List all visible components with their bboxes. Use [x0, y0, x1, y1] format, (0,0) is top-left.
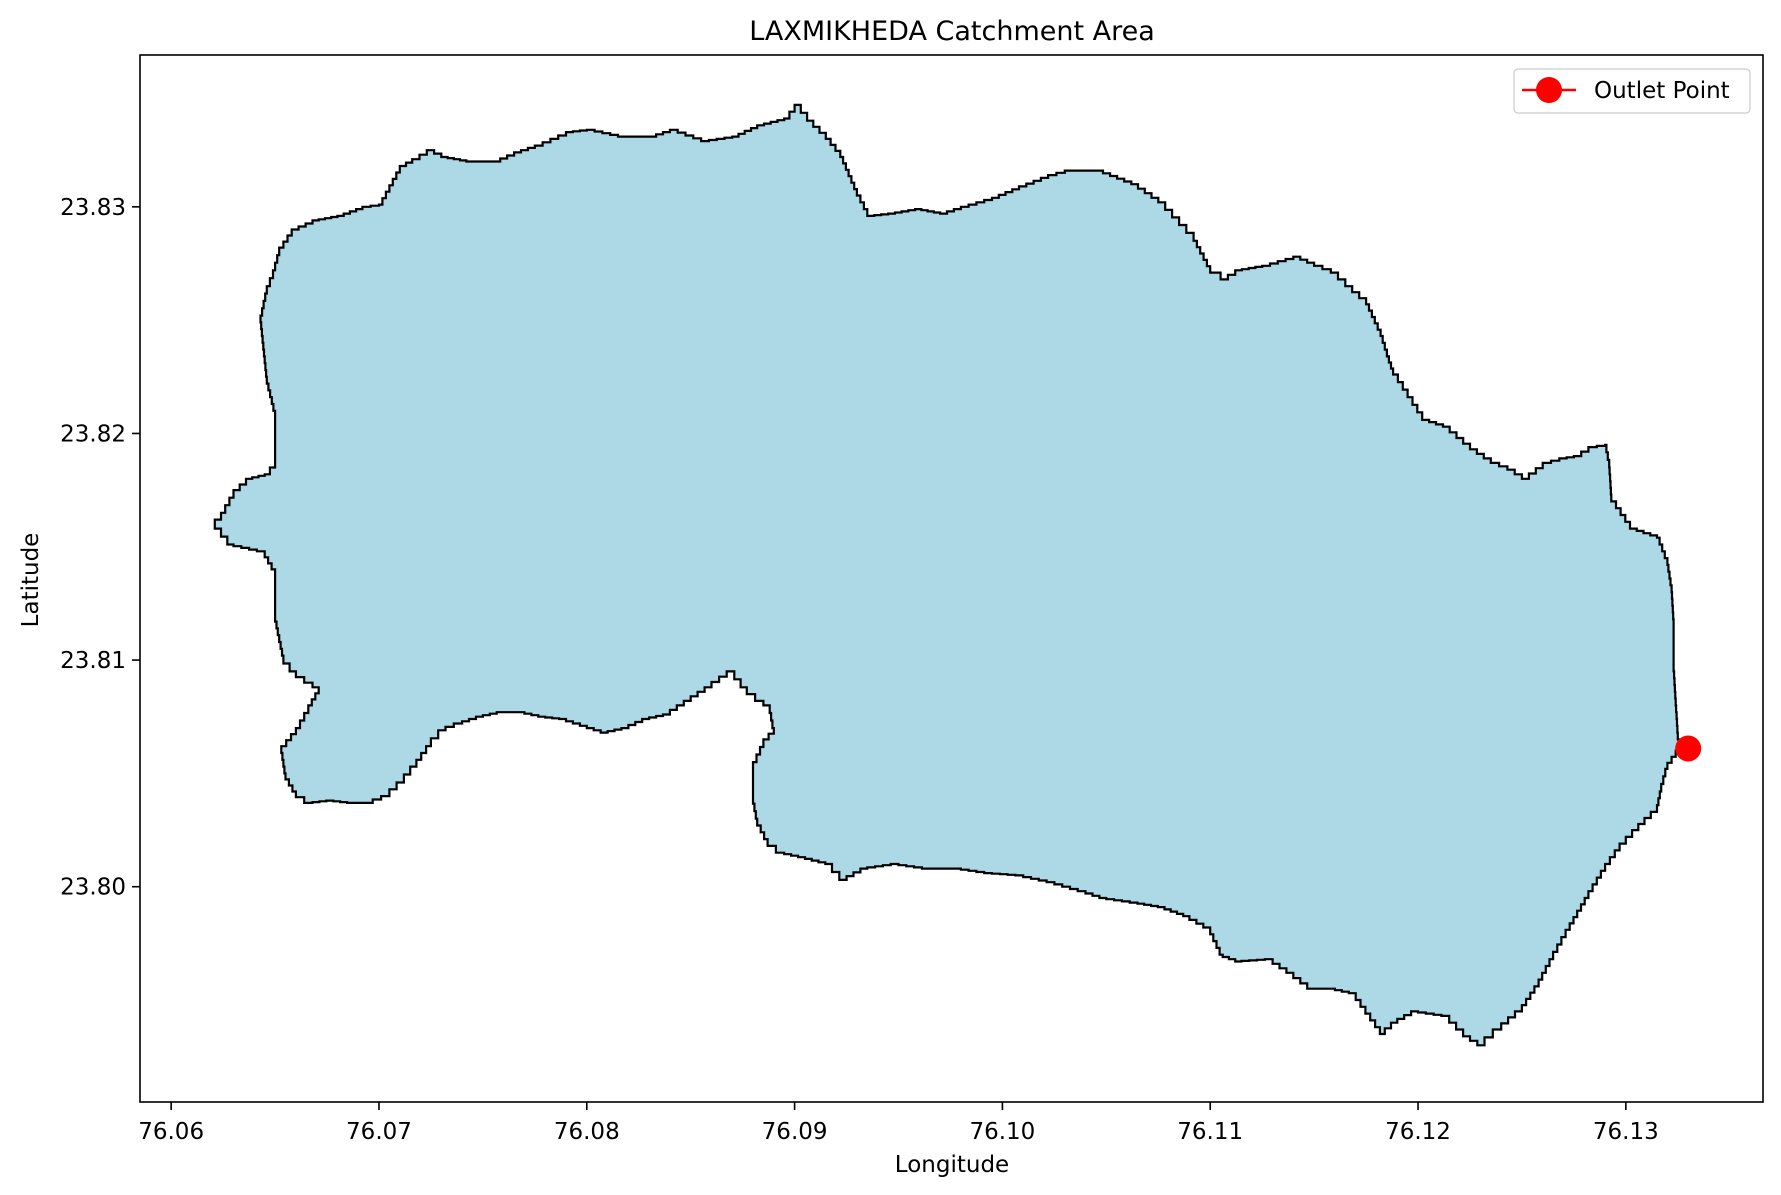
axes-frame	[139, 54, 1764, 1103]
legend: Outlet Point	[1513, 68, 1751, 114]
legend-label-outlet-point: Outlet Point	[1594, 78, 1730, 104]
y-tick-label: 23.83	[60, 195, 126, 221]
x-tick-label: 76.09	[762, 1119, 828, 1145]
x-tick-label: 76.13	[1593, 1119, 1659, 1145]
y-axis-ticks: 23.80 23.81 23.82 23.83	[60, 195, 140, 901]
y-tick-label: 23.81	[60, 648, 126, 674]
plot-area	[213, 103, 1702, 1047]
x-tick-label: 76.06	[138, 1119, 204, 1145]
x-tick-label: 76.11	[1177, 1119, 1243, 1145]
legend-box	[1513, 68, 1751, 114]
x-tick-label: 76.12	[1385, 1119, 1451, 1145]
x-axis-label: Longitude	[895, 1152, 1009, 1178]
legend-marker-dot	[1536, 77, 1562, 103]
y-tick-label: 23.82	[60, 421, 126, 447]
x-tick-label: 76.10	[969, 1119, 1035, 1145]
x-tick-label: 76.08	[554, 1119, 620, 1145]
catchment-polygon	[213, 103, 1681, 1047]
x-axis-ticks: 76.06 76.07 76.08 76.09 76.10 76.11 76.12 76.13	[138, 1102, 1659, 1145]
y-tick-label: 23.80	[60, 875, 126, 901]
outlet-point-marker	[1675, 735, 1702, 762]
x-tick-label: 76.07	[346, 1119, 412, 1145]
y-axis-label: Latitude	[18, 533, 44, 628]
chart-title: LAXMIKHEDA Catchment Area	[749, 16, 1155, 47]
